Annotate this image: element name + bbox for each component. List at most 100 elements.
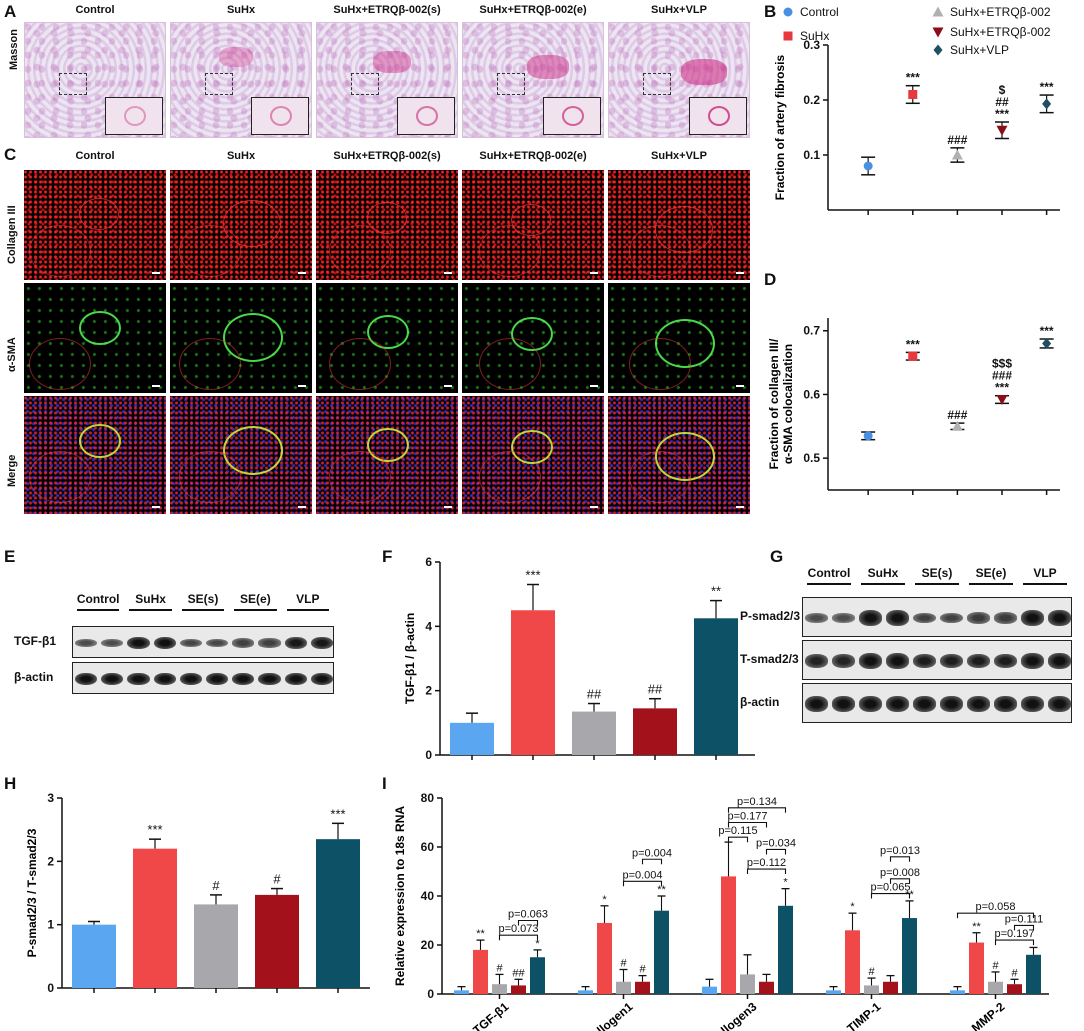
blot-lane-label: Control: [807, 566, 851, 580]
bar: [778, 905, 793, 994]
panel-label-g: G: [770, 547, 784, 566]
blot-band: [832, 654, 855, 668]
airway-ring: [329, 225, 391, 277]
significance-label: ***: [147, 822, 162, 837]
blot-band: [805, 654, 828, 668]
blot-band: [101, 672, 124, 686]
y-axis-label: Relative expression to 18s RNA: [393, 806, 407, 986]
blot-strip: [802, 597, 1072, 637]
scale-bar: [152, 272, 160, 274]
blot-lane-label: SE(e): [975, 566, 1007, 580]
data-point: [1042, 98, 1052, 110]
blot-strip: [72, 662, 334, 694]
blot-band: [101, 638, 124, 648]
if-micrograph: [316, 283, 458, 393]
inset-vessel: [562, 106, 584, 126]
blot-band: [127, 672, 150, 686]
blot-band: [1021, 696, 1044, 712]
significance-label: *: [850, 901, 855, 913]
p-value-label: p=0.065: [870, 882, 910, 894]
blot-band: [886, 696, 909, 712]
collagen-row-label: Collagen III: [6, 205, 18, 264]
significance-label: #: [496, 962, 503, 974]
vessel-ring: [79, 311, 121, 346]
significance-label: **: [476, 928, 485, 940]
bar: [902, 918, 917, 994]
significance-bracket: p=0.111: [1005, 913, 1043, 931]
blot-lane-label: SuHx: [867, 566, 899, 580]
significance-label: ***: [1040, 80, 1054, 94]
significance-label: ###: [992, 369, 1012, 383]
bracket-line: [870, 893, 911, 899]
blot-lane-label: SE(s): [921, 566, 953, 580]
if-column-header: SuHx+ETRQβ-002(s): [333, 150, 441, 162]
scale-bar: [152, 506, 160, 508]
chart-h: 0 1 2 3 *** # # *** P-smad2/3 / T-smad2/3: [25, 791, 370, 995]
bar: [702, 986, 717, 994]
scale-bar: [590, 506, 598, 508]
airway-ring: [329, 451, 391, 503]
data-point: [996, 395, 1008, 406]
significance-label: $$$: [992, 357, 1012, 371]
vessel-ring: [223, 200, 281, 247]
significance-label: ***: [906, 71, 920, 85]
masson-fibrosis-stain: [373, 51, 411, 73]
masson-micrograph: [24, 22, 166, 138]
y-tick-label: 0: [427, 987, 434, 1001]
bar: [492, 984, 507, 994]
significance-label: *: [602, 894, 607, 906]
chart-f: 0 2 4 6 *** ## ## ** TGF-β1 / β-actin: [403, 555, 755, 762]
blot-band-label: β-actin: [740, 695, 780, 709]
bar: [194, 904, 238, 988]
p-value-label: p=0.008: [880, 867, 920, 879]
if-column-header: SuHx+ETRQβ-002(e): [479, 150, 587, 162]
bracket-line: [746, 868, 787, 875]
airway-ring: [29, 451, 91, 503]
y-tick-label: 0.1: [803, 148, 820, 162]
data-point: [863, 431, 873, 441]
airway-ring: [179, 338, 241, 390]
y-axis-label: Fraction of collagen III/α-SMA colocaliz…: [767, 338, 795, 469]
bar: [473, 949, 488, 994]
blot-lane-label: SE(s): [187, 592, 219, 606]
blot-band: [805, 613, 828, 623]
masson-roi-box: [497, 73, 525, 95]
blot-band-label: β-actin: [14, 670, 54, 684]
bracket-line: [727, 821, 768, 828]
y-axis-label: Fraction of artery fibrosis: [773, 54, 787, 200]
blot-lane-line: [969, 583, 1013, 585]
blot-band: [886, 610, 909, 626]
legend-item: SuHx: [783, 29, 829, 43]
blot-band: [153, 636, 176, 650]
bracket-line: [1013, 924, 1035, 931]
blot-band: [913, 653, 936, 669]
data-point: [908, 351, 918, 361]
significance-bracket: p=0.115: [718, 825, 758, 843]
bar: [572, 711, 616, 755]
bar: [72, 924, 116, 988]
bar: [759, 981, 774, 994]
masson-fibrosis-stain: [527, 55, 569, 79]
significance-label: ***: [330, 806, 345, 821]
p-value-label: p=0.058: [975, 901, 1015, 913]
blot-band: [967, 612, 990, 624]
y-tick-label: 0.6: [803, 387, 820, 401]
panel-label-e: E: [4, 547, 16, 566]
significance-label: *: [783, 877, 788, 889]
blot-lane-line: [129, 609, 172, 611]
bar: [511, 985, 526, 994]
significance-bracket: p=0.073: [498, 923, 539, 941]
blot-lane-line: [77, 609, 120, 611]
airway-ring: [479, 225, 541, 277]
panel-label-b: B: [764, 2, 777, 21]
significance-label: #: [639, 964, 646, 976]
bar: [255, 894, 299, 988]
masson-fibrosis-stain: [219, 47, 253, 67]
significance-label: #: [992, 960, 999, 972]
blot-band: [179, 638, 202, 648]
y-tick-label: 80: [421, 791, 435, 805]
bar: [635, 981, 650, 994]
panel-label-f: F: [382, 547, 393, 566]
blot-band: [967, 696, 990, 712]
significance-label: ###: [947, 133, 967, 147]
